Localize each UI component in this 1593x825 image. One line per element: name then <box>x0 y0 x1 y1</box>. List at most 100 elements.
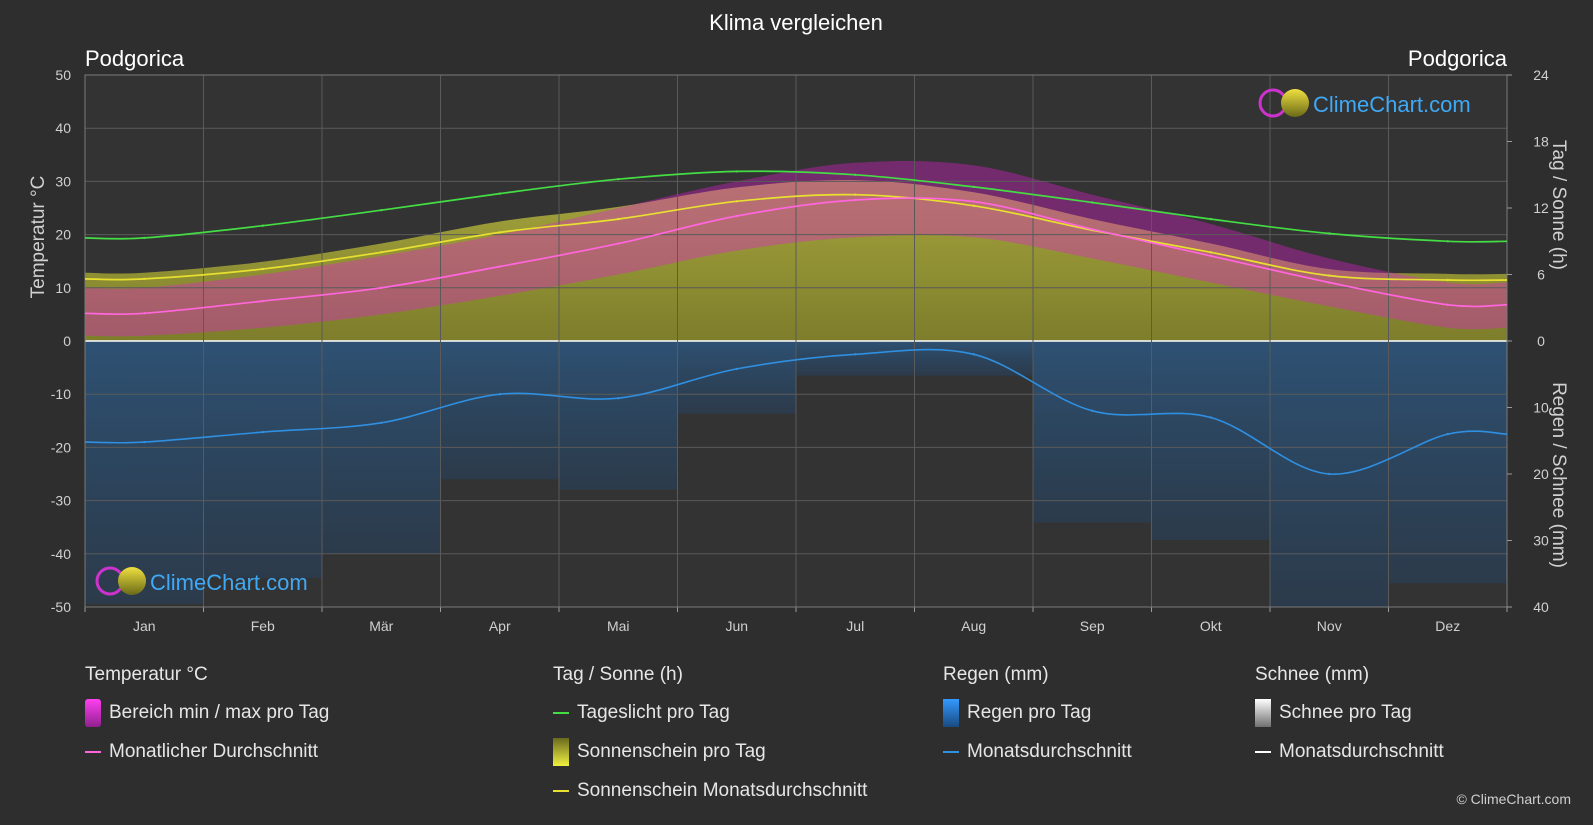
x-tick-Feb: Feb <box>251 618 275 634</box>
legend-snow-header: Schnee (mm) <box>1255 664 1370 685</box>
temp-avg-line-icon <box>85 751 101 753</box>
y-right-bottom-tick: 30 <box>1533 533 1549 549</box>
y-left-tick: 0 <box>63 333 71 349</box>
legend-snow-avg: Monatsdurchschnitt <box>1255 739 1444 765</box>
series-point-3-Dez <box>1446 432 1450 436</box>
legend-rain-avg: Monatsdurchschnitt <box>943 739 1132 765</box>
series-point-2-Aug <box>972 200 975 203</box>
legend-sunshine-avg-label: Sonnenschein Monatsdurchschnitt <box>577 780 868 801</box>
series-point-2-Dez <box>1446 303 1450 306</box>
series-point-3-Apr <box>498 393 501 396</box>
series-point-1-Jun <box>735 200 738 203</box>
series-point-1-Okt <box>1209 251 1213 254</box>
x-tick-Mär: Mär <box>369 618 393 634</box>
series-point-0-Mär <box>380 209 383 212</box>
series-point-1-Aug <box>972 204 975 207</box>
rain-bar-Sep <box>1033 341 1152 523</box>
series-point-2-Jul <box>854 198 857 202</box>
series-point-0-Sep <box>1091 201 1094 204</box>
logo-top: ClimeChart.com <box>1258 88 1471 118</box>
legend-sun: Tag / Sonne (h) Tageslicht pro Tag Sonne… <box>553 662 867 817</box>
series-point-3-Jun <box>735 367 738 371</box>
axis-labels: 50 40 30 20 10 0 -10 -20 -30 -40 -50 24 18 12 6 0 10 20 30… <box>51 67 1549 634</box>
series-point-0-Jul <box>854 173 857 176</box>
y-left-axis-title: Temperatur °C <box>28 176 49 299</box>
x-tick-Dez: Dez <box>1435 618 1460 634</box>
legend-rain: Regen (mm) Regen pro Tag Monatsdurchschn… <box>943 662 1132 778</box>
rain-bar-Dez <box>1388 341 1507 584</box>
x-tick-Jul: Jul <box>846 618 864 634</box>
series-point-3-Okt <box>1209 416 1213 419</box>
legend-daylight: Tageslicht pro Tag <box>553 700 867 726</box>
y-left-tick: -50 <box>51 599 71 615</box>
sunshine-swatch-icon <box>553 738 569 766</box>
legend-snow: Schnee (mm) Schnee pro Tag Monatsdurchsc… <box>1255 662 1444 778</box>
series-point-2-Mai <box>617 242 620 245</box>
y-left-tick: 10 <box>55 280 71 296</box>
series-point-0-Jun <box>735 170 738 173</box>
chart-title: Klima vergleichen <box>709 10 883 35</box>
logo-text-bottom: ClimeChart.com <box>150 570 308 595</box>
y-right-bottom-tick: 10 <box>1533 400 1549 416</box>
rain-bar-Jan <box>85 341 204 604</box>
logo-globe-icon <box>118 567 146 595</box>
legend-snow-day: Schnee pro Tag <box>1255 699 1444 727</box>
snow-swatch-icon <box>1255 699 1271 727</box>
series-point-3-Mai <box>617 397 620 400</box>
series-point-0-Okt <box>1209 217 1213 221</box>
y-right-bottom-tick: 40 <box>1533 599 1549 615</box>
series-point-1-Feb <box>261 267 264 271</box>
x-tick-Okt: Okt <box>1200 618 1222 634</box>
legend-sunshine-label: Sonnenschein pro Tag <box>577 741 766 762</box>
legend-sunshine: Sonnenschein pro Tag <box>553 738 867 766</box>
series-line-0 <box>84 170 1508 243</box>
y-left-tick: 50 <box>55 67 71 83</box>
series-point-3-Jul <box>854 353 857 356</box>
rain-bar-Feb <box>203 341 322 578</box>
y-right-bottom-tick: 20 <box>1533 466 1549 482</box>
logo-text-top: ClimeChart.com <box>1313 92 1471 117</box>
legend-temp-avg-label: Monatlicher Durchschnitt <box>109 741 319 762</box>
series-point-0-Mai <box>617 178 620 181</box>
y-left-tick: 40 <box>55 120 71 136</box>
location-right: Podgorica <box>1408 46 1508 71</box>
x-tick-Nov: Nov <box>1317 618 1342 634</box>
y-right-bottom-axis-title: Regen / Schnee (mm) <box>1548 382 1569 568</box>
legend-temp: Temperatur °C Bereich min / max pro Tag … <box>85 662 329 778</box>
y-right-top-axis-title: Tag / Sonne (h) <box>1548 140 1569 270</box>
y-left-tick: 20 <box>55 227 71 243</box>
series-point-3-Feb <box>261 430 264 434</box>
series-point-3-Jan <box>143 440 146 444</box>
y-right-top-tick: 24 <box>1533 67 1549 83</box>
series-lines <box>84 170 1508 476</box>
rain-bar-Apr <box>440 341 559 480</box>
y-left-tick: 30 <box>55 173 71 189</box>
series-point-3-Aug <box>972 353 975 356</box>
x-tick-Jun: Jun <box>725 618 748 634</box>
daylight-line-icon <box>553 712 569 714</box>
series-point-1-Jan <box>143 277 146 281</box>
series-point-2-Feb <box>261 299 264 303</box>
series-point-2-Sep <box>1091 228 1094 231</box>
sunshine-avg-line-icon <box>553 790 569 792</box>
legend-snow-avg-label: Monatsdurchschnitt <box>1279 741 1444 762</box>
legend-rain-header: Regen (mm) <box>943 664 1049 685</box>
x-tick-Mai: Mai <box>607 618 630 634</box>
series-point-1-Jul <box>854 193 857 196</box>
legend-temp-range-label: Bereich min / max pro Tag <box>109 702 330 723</box>
rain-bar-Aug <box>914 341 1033 376</box>
series-point-0-Jan <box>143 236 146 240</box>
logo-bottom: ClimeChart.com <box>95 566 308 596</box>
legend-temp-range: Bereich min / max pro Tag <box>85 699 330 727</box>
temp-range-swatch-icon <box>85 699 101 727</box>
rain-bar-Okt <box>1151 341 1270 540</box>
series-point-3-Nov <box>1328 472 1331 476</box>
series-point-3-Mär <box>380 421 383 424</box>
copyright: © ClimeChart.com <box>1456 791 1571 807</box>
series-point-1-Mär <box>380 251 383 254</box>
snow-avg-line-icon <box>1255 751 1271 753</box>
x-tick-Jan: Jan <box>133 618 156 634</box>
series-point-1-Mai <box>617 217 620 221</box>
rain-bar-Mai <box>559 341 678 490</box>
